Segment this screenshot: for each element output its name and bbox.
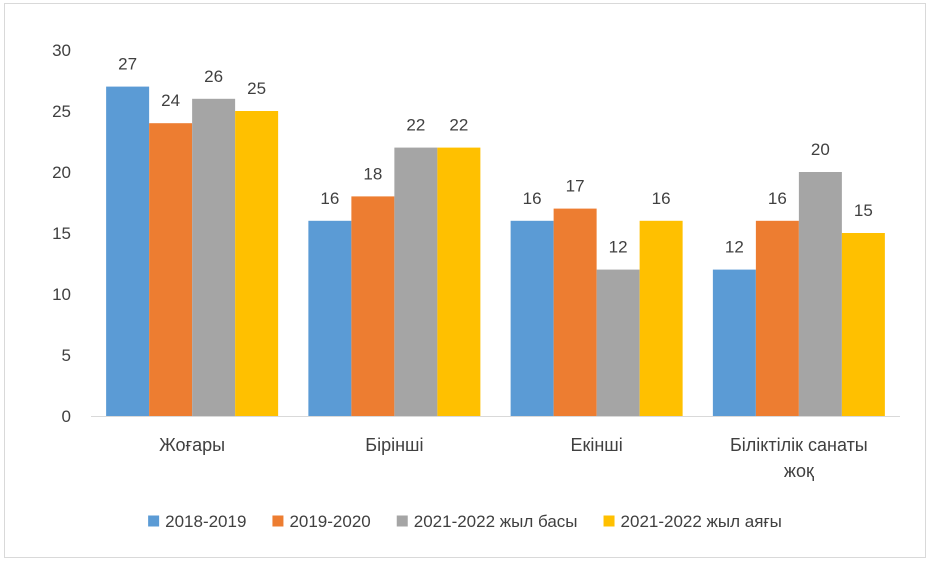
data-label: 22 xyxy=(406,116,425,135)
data-label: 22 xyxy=(449,116,468,135)
data-label: 20 xyxy=(811,140,830,159)
bar-chart: 0 5 10 15 20 25 30 27 16 16 12 24 18 17 16 26 22 12 20 25 22… xyxy=(52,41,900,531)
y-tick-label: 20 xyxy=(52,163,71,182)
data-label: 12 xyxy=(609,238,628,257)
data-label: 16 xyxy=(523,189,542,208)
bar xyxy=(149,123,193,416)
legend-swatch xyxy=(148,515,160,527)
y-tick-label: 30 xyxy=(52,41,71,60)
legend-label: 2021-2022 жыл басы xyxy=(414,512,578,531)
category-label: жоқ xyxy=(784,461,814,481)
data-label: 16 xyxy=(652,189,671,208)
category-label: Жоғары xyxy=(159,435,225,455)
legend-swatch xyxy=(272,515,284,527)
bar xyxy=(308,220,352,416)
data-label: 16 xyxy=(768,189,787,208)
bar xyxy=(351,196,395,416)
legend-label: 2021-2022 жыл аяғы xyxy=(621,512,782,531)
chart-frame: 0 5 10 15 20 25 30 27 16 16 12 24 18 17 16 26 22 12 20 25 22… xyxy=(4,3,926,558)
category-label: Екінші xyxy=(570,435,622,455)
data-label: 12 xyxy=(725,238,744,257)
legend-label: 2019-2020 xyxy=(289,512,370,531)
data-label: 27 xyxy=(118,55,137,74)
data-label: 15 xyxy=(854,201,873,220)
bar xyxy=(192,98,236,417)
bar xyxy=(394,147,438,416)
y-tick-label: 10 xyxy=(52,285,71,304)
data-label: 16 xyxy=(320,189,339,208)
legend-label: 2018-2019 xyxy=(165,512,246,531)
y-tick-label: 15 xyxy=(52,224,71,243)
bar xyxy=(235,111,279,416)
bar xyxy=(553,208,597,416)
category-label: Бірінші xyxy=(365,435,423,455)
bar xyxy=(510,220,554,416)
bar xyxy=(106,86,150,416)
legend-swatch xyxy=(396,515,408,527)
y-tick-label: 0 xyxy=(62,407,71,426)
bar xyxy=(841,233,885,416)
data-label: 17 xyxy=(566,177,585,196)
bar xyxy=(712,269,756,416)
bar xyxy=(798,172,842,416)
data-label: 24 xyxy=(161,91,180,110)
data-label: 25 xyxy=(247,79,266,98)
legend-swatch xyxy=(603,515,615,527)
bar xyxy=(755,220,799,416)
bar xyxy=(596,269,640,416)
data-label: 26 xyxy=(204,67,223,86)
data-label: 18 xyxy=(363,164,382,183)
bar xyxy=(639,220,683,416)
bar xyxy=(437,147,481,416)
category-label: Біліктілік санаты xyxy=(730,435,868,455)
y-tick-label: 5 xyxy=(62,346,71,365)
y-tick-label: 25 xyxy=(52,102,71,121)
